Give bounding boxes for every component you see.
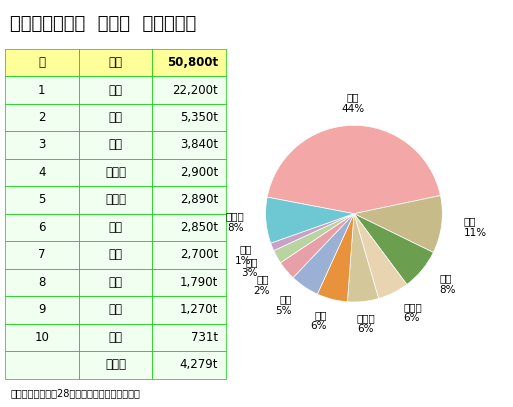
Text: 茨城
6%: 茨城 6% [310, 310, 327, 331]
Text: 高知
44%: 高知 44% [341, 92, 365, 114]
Wedge shape [281, 214, 354, 278]
Wedge shape [354, 214, 407, 298]
Wedge shape [266, 197, 354, 243]
Text: 長崎
3%: 長崎 3% [241, 257, 258, 278]
Text: 宮崎
5%: 宮崎 5% [275, 294, 292, 316]
Wedge shape [293, 214, 354, 294]
Text: 全国のショウガ  収穫量  トップ１０: 全国のショウガ 収穫量 トップ１０ [10, 15, 196, 33]
Text: 千葉
8%: 千葉 8% [439, 274, 456, 295]
Text: 熊本
11%: 熊本 11% [464, 217, 487, 238]
Text: 鹿児島
6%: 鹿児島 6% [403, 302, 422, 323]
Text: 和歌山
6%: 和歌山 6% [356, 313, 375, 334]
Wedge shape [354, 195, 442, 252]
Text: その他
8%: その他 8% [225, 211, 244, 233]
Text: 静岡
2%: 静岡 2% [253, 274, 269, 295]
Wedge shape [271, 214, 354, 251]
Text: 農林水産省　平成28年産野菜生産出荷統計より: 農林水産省 平成28年産野菜生産出荷統計より [10, 388, 140, 398]
Wedge shape [347, 214, 379, 302]
Wedge shape [318, 214, 354, 302]
Wedge shape [267, 125, 441, 214]
Wedge shape [274, 214, 354, 263]
Text: 大分
1%: 大分 1% [235, 245, 252, 266]
Wedge shape [354, 214, 433, 284]
